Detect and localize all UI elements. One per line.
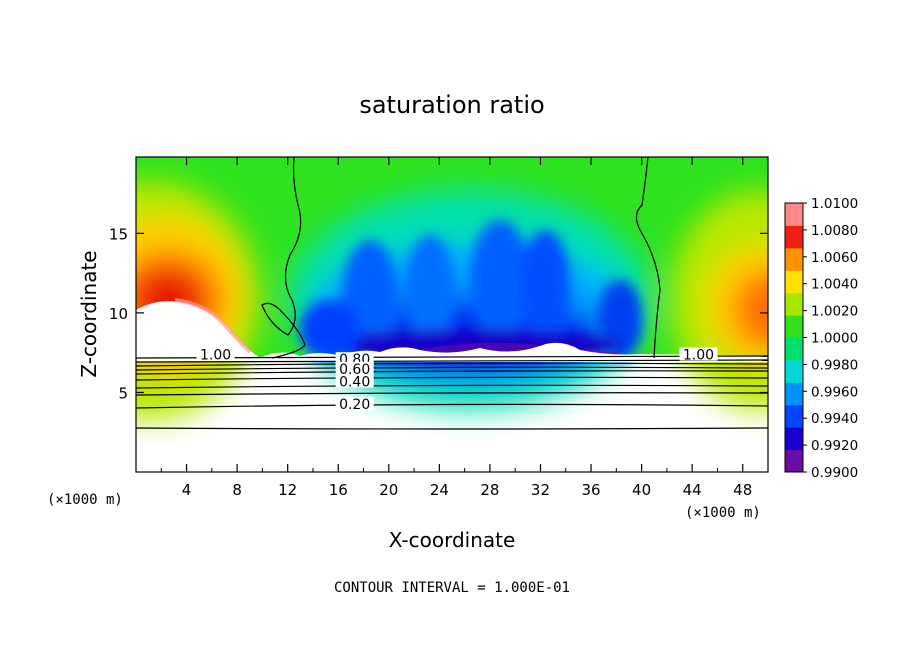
colorbar-swatch (785, 449, 803, 473)
contour-label: 1.00 (683, 347, 714, 363)
x-tick-label: 48 (733, 481, 752, 499)
colorbar-swatch (785, 404, 803, 428)
x-tick-label: 36 (581, 481, 600, 499)
x-tick-label: 12 (278, 481, 297, 499)
colorbar-label: 0.9900 (811, 465, 858, 481)
colorbar-label: 0.9980 (811, 357, 858, 373)
x-tick-label: 16 (329, 481, 348, 499)
colorbar: 0.9900 0.9920 0.9940 0.9960 0.9980 1.0000 1.00… (784, 196, 858, 481)
colorbar-swatch (785, 292, 803, 316)
contour-label-bg (335, 396, 374, 410)
colorbar-label: 0.9960 (811, 384, 858, 400)
contour-labels: 1.00 1.000.800.600.400.20 (196, 347, 718, 413)
x-unit-label-right: (×1000 m) (685, 505, 761, 521)
contour-label-bg (335, 374, 374, 388)
x-tick-label: 24 (430, 481, 449, 499)
colorbar-swatch (785, 270, 803, 294)
x-axis: 4 8 12 16 20 24 28 32 36 40 44 48 (160, 157, 752, 499)
y-tick-label: 15 (109, 225, 128, 243)
x-tick-label: 4 (182, 481, 192, 499)
colorbar-swatch (785, 337, 803, 361)
x-axis-label: X-coordinate (389, 528, 516, 552)
colorbar-swatch (785, 359, 803, 383)
contour-label-bg (679, 347, 718, 361)
colorbar-label: 1.0100 (811, 196, 858, 212)
colorbar-label: 1.0040 (811, 277, 858, 293)
x-tick-label: 8 (232, 481, 242, 499)
contour-label-bg (196, 347, 235, 361)
contour-label: 0.20 (339, 397, 370, 413)
colorbar-label: 1.0020 (811, 304, 858, 320)
colorbar-swatch (785, 427, 803, 451)
contour-label: 0.60 (339, 362, 370, 378)
colorbar-label: 1.0000 (811, 331, 858, 347)
contour-interval-note: CONTOUR INTERVAL = 1.000E-01 (334, 580, 570, 596)
y-tick-label: 10 (109, 305, 128, 323)
x-tick-label: 20 (379, 481, 398, 499)
chart-title: saturation ratio (359, 91, 544, 119)
colorbar-label: 1.0060 (811, 250, 858, 266)
colorbar-label: 0.9940 (811, 411, 858, 427)
plot-frame (135, 156, 769, 473)
x-tick-label: 32 (531, 481, 550, 499)
colorbar-swatch (785, 382, 803, 406)
contour-label: 1.00 (200, 347, 231, 363)
x-tick-label: 28 (480, 481, 499, 499)
colour-field (136, 157, 768, 420)
y-tick-label: 5 (118, 384, 128, 402)
plot-area: 1.00 1.000.800.600.400.20 (136, 157, 768, 472)
contour-label-bg (335, 361, 374, 375)
colorbar-label: 0.9920 (811, 438, 858, 454)
y-axis: 5 10 15 (109, 225, 768, 402)
colorbar-swatch (785, 315, 803, 338)
colorbar-swatch (785, 225, 803, 249)
colorbar-swatch (785, 247, 803, 271)
x-tick-label: 44 (683, 481, 702, 499)
contour-label: 0.40 (339, 375, 370, 391)
y-axis-label: Z-coordinate (77, 250, 101, 377)
contour-lines (136, 157, 768, 430)
x-tick-label: 40 (632, 481, 651, 499)
colorbar-label: 1.0080 (811, 223, 858, 239)
x-unit-label-left: (×1000 m) (47, 492, 123, 508)
colorbar-swatch (785, 203, 803, 226)
